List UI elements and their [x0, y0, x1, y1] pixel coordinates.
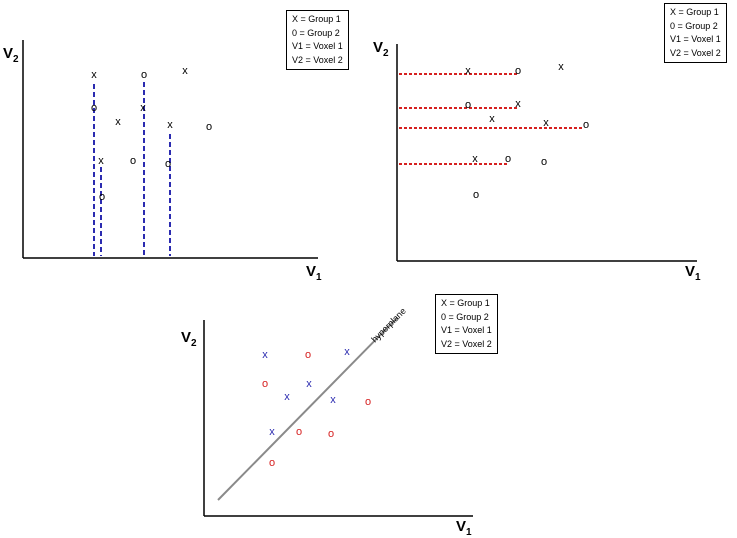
marker: x	[515, 98, 521, 110]
data-markers: x o x o x x o x o x o o	[91, 65, 212, 203]
marker: x	[182, 65, 188, 77]
legend-entry: 0 = Group 2	[441, 311, 489, 322]
marker: o	[465, 99, 471, 111]
legend-top-right: X = Group 1 0 = Group 2 V1 = Voxel 1 V2 …	[664, 3, 727, 63]
hyperplane-line	[217, 317, 398, 501]
marker: o	[583, 119, 589, 131]
marker: x	[306, 378, 312, 390]
legend-entry: X = Group 1	[292, 14, 341, 24]
marker: x	[344, 346, 350, 358]
legend-entry: 0 = Group 2	[292, 27, 340, 38]
legend-entry: X = Group 1	[670, 7, 719, 17]
marker: x	[115, 116, 121, 128]
marker: o	[206, 121, 212, 133]
legend-entry: V1 = Voxel 1	[292, 41, 343, 51]
legend-entry: X = Group 1	[441, 298, 490, 308]
marker: o	[328, 428, 334, 440]
panel-top-right: V2 V1 x o x o x x x o x o o o	[373, 39, 701, 283]
y-axis-label: V2	[181, 329, 197, 349]
projection-lines	[93, 82, 171, 256]
marker: o	[505, 153, 511, 165]
data-markers: x o x o x x x o x o o o	[465, 61, 589, 201]
marker: x	[330, 394, 336, 406]
panel-top-left: V2 V1 x o x o x x o x o x o o	[3, 40, 322, 283]
marker: o	[365, 396, 371, 408]
legend-bottom: X = Group 1 0 = Group 2 V1 = Voxel 1 V2 …	[435, 294, 498, 354]
marker: x	[262, 349, 268, 361]
marker: x	[472, 153, 478, 165]
projection-lines	[399, 73, 584, 165]
marker: x	[91, 69, 97, 81]
marker: x	[140, 102, 146, 114]
marker: o	[165, 158, 171, 170]
marker: x	[465, 65, 471, 77]
legend-top-left: X = Group 1 0 = Group 2 V1 = Voxel 1 V2 …	[286, 10, 349, 70]
marker: o	[130, 155, 136, 167]
x-axis-label: V1	[456, 518, 472, 538]
marker: x	[269, 426, 275, 438]
data-markers: x o x o x x x o x o o o	[262, 346, 371, 469]
marker: o	[296, 426, 302, 438]
marker: o	[91, 102, 97, 114]
legend-entry: V1 = Voxel 1	[441, 325, 492, 335]
marker: x	[543, 117, 549, 129]
hyperplane-label: hyperplane	[369, 306, 408, 345]
marker: x	[558, 61, 564, 73]
marker: o	[269, 457, 275, 469]
marker: x	[98, 155, 104, 167]
marker: x	[284, 391, 290, 403]
marker: o	[305, 349, 311, 361]
marker: x	[489, 113, 495, 125]
marker: o	[99, 191, 105, 203]
legend-entry: V2 = Voxel 2	[441, 338, 492, 349]
marker: o	[262, 378, 268, 390]
legend-entry: V2 = Voxel 2	[292, 54, 343, 65]
marker: o	[515, 65, 521, 77]
marker: x	[167, 119, 173, 131]
x-axis-label: V1	[306, 263, 322, 283]
legend-entry: V1 = Voxel 1	[670, 34, 721, 44]
x-axis-label: V1	[685, 263, 701, 283]
legend-entry: V2 = Voxel 2	[670, 47, 721, 58]
marker: o	[141, 69, 147, 81]
marker: o	[541, 156, 547, 168]
y-axis-label: V2	[3, 45, 19, 65]
marker: o	[473, 189, 479, 201]
legend-entry: 0 = Group 2	[670, 20, 718, 31]
y-axis-label: V2	[373, 39, 389, 59]
panel-bottom: V2 V1 hyperplane x o x o x x x o x o o o	[181, 306, 473, 538]
